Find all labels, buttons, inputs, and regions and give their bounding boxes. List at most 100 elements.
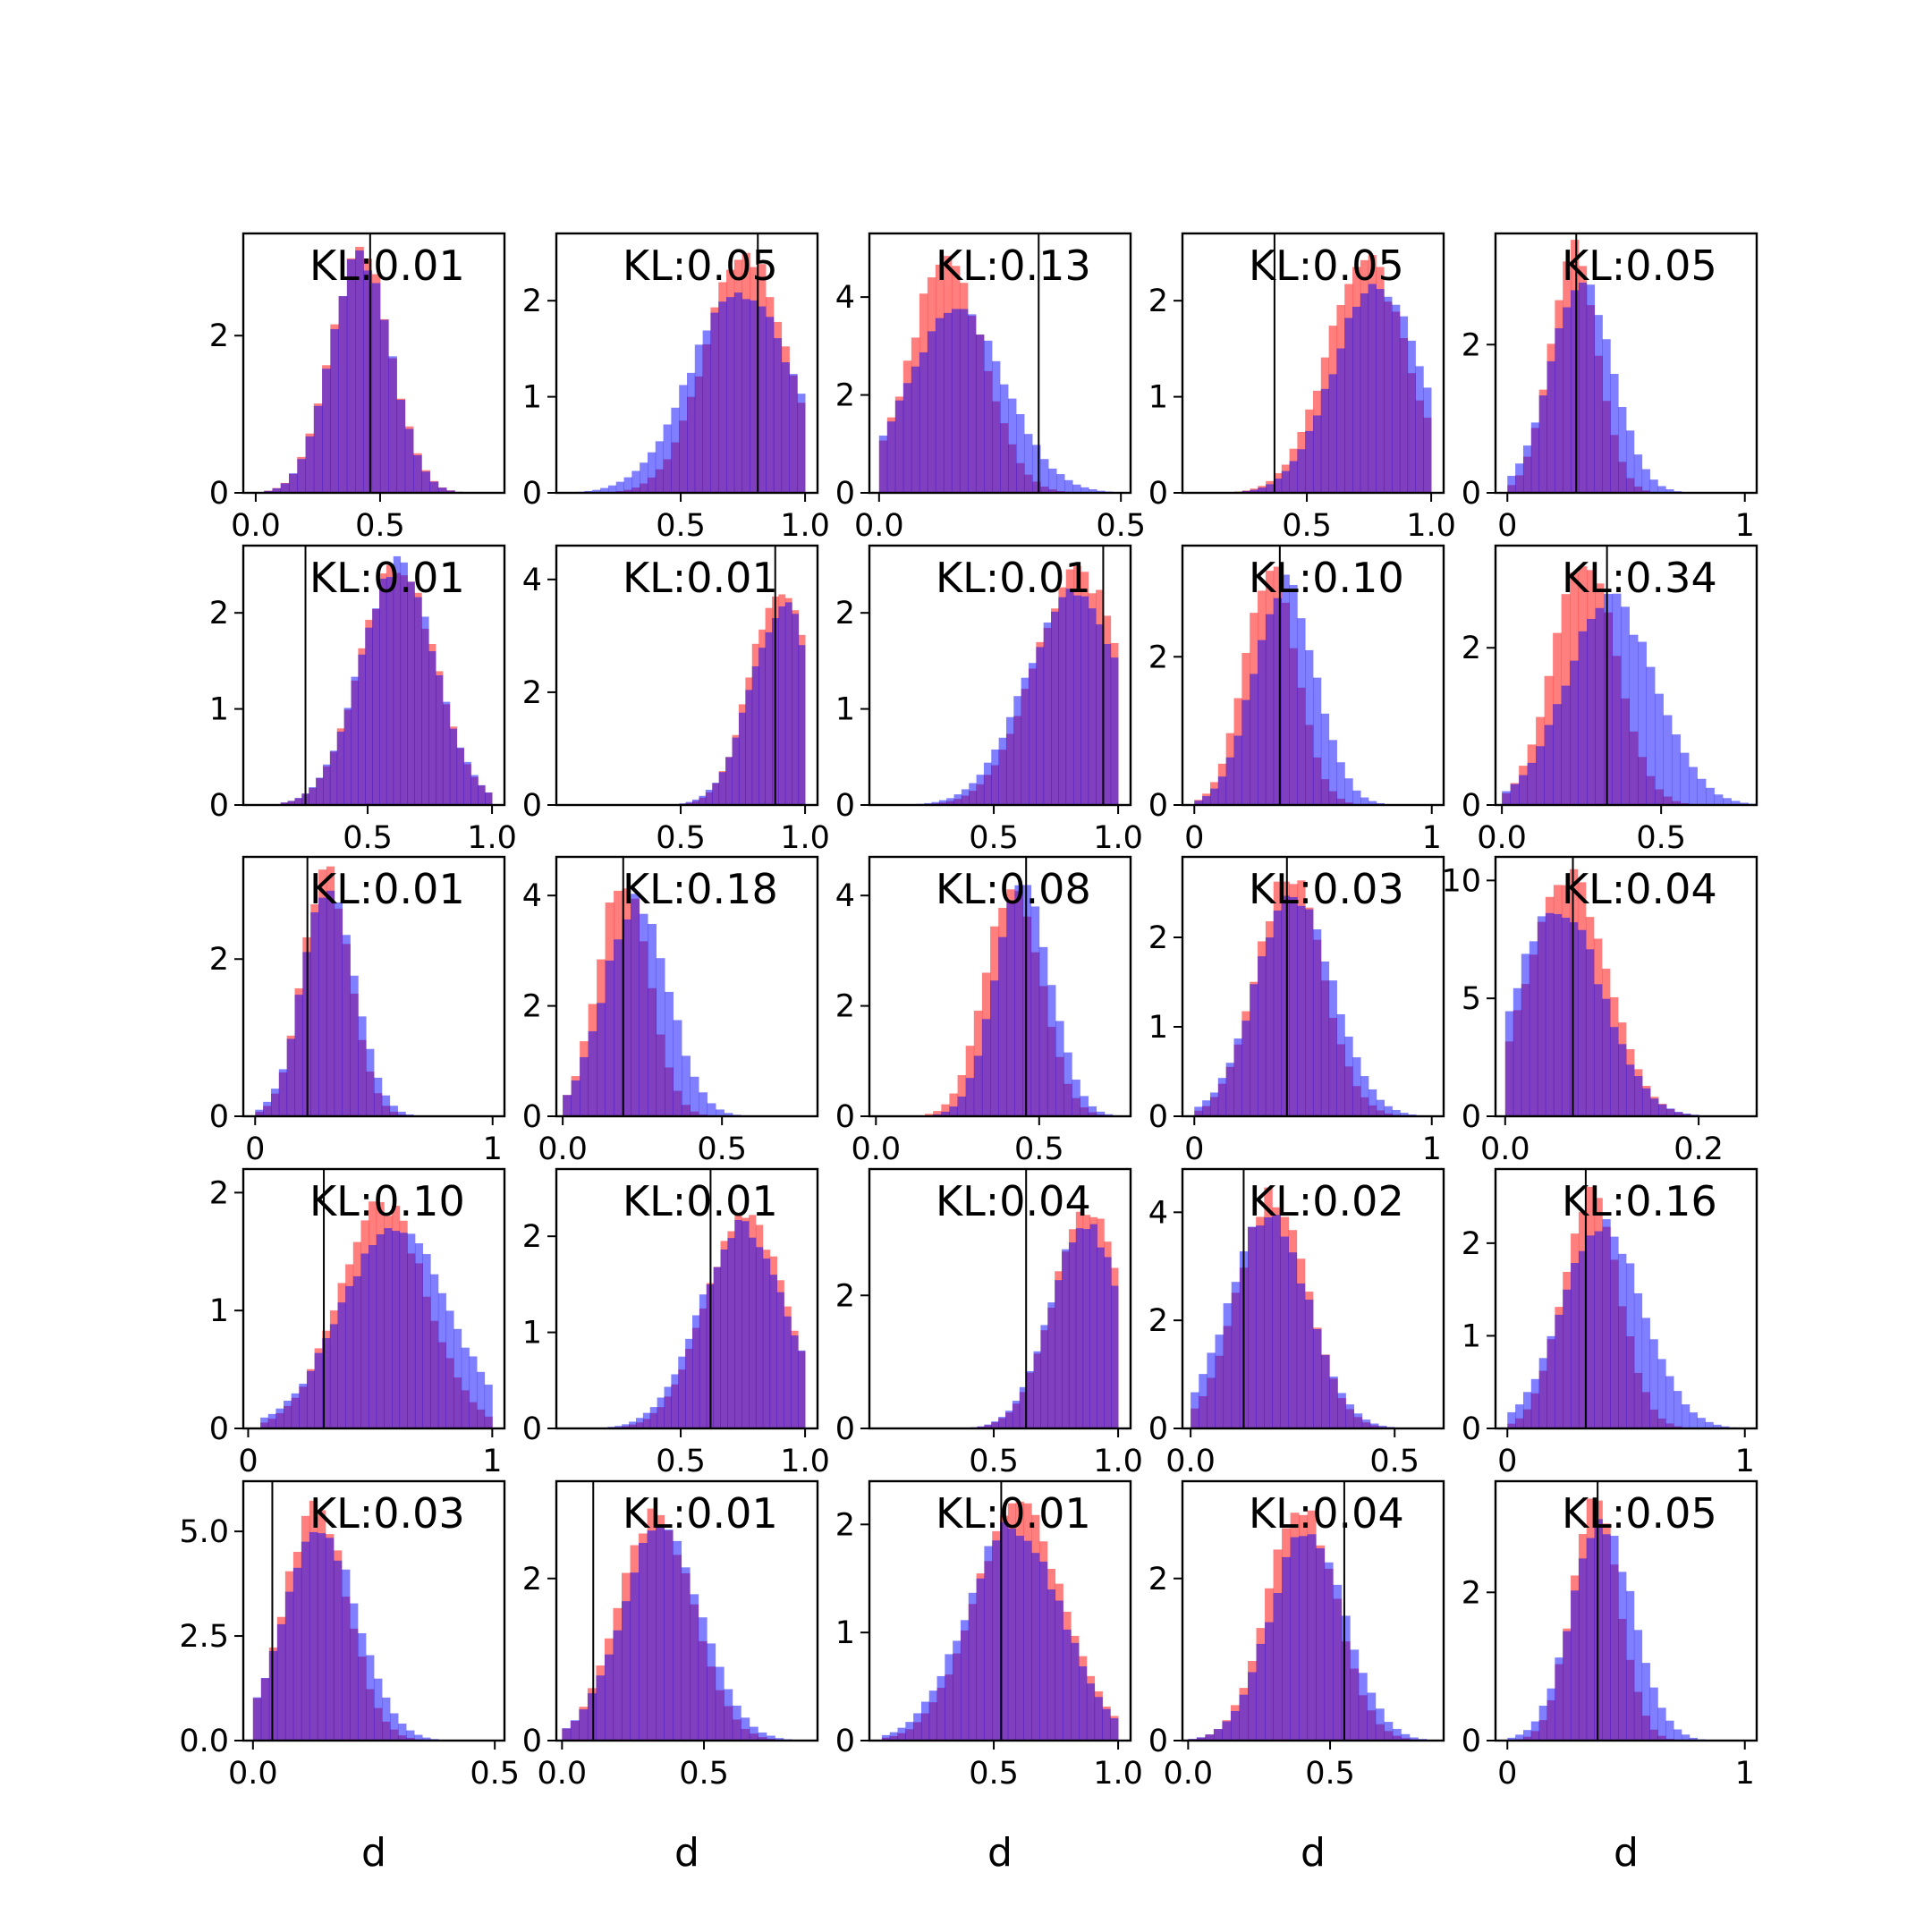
blue-bar [1368,801,1377,805]
blue-bar [343,708,352,805]
blue-bar [358,654,366,805]
blue-bar [973,1055,983,1116]
blue-bar [306,1370,315,1428]
axes-frame-r3c4 [1181,855,1445,1118]
blue-bar [713,1267,721,1428]
blue-bar [1048,468,1057,493]
blue-bar [299,1384,308,1428]
axes-frame-r5c1 [242,1479,506,1742]
x-tick-label: 0.5 [1014,1131,1064,1167]
x-tick-label: 0 [1184,1131,1204,1167]
blue-bar [1626,430,1635,493]
blue-bar [392,1231,401,1428]
blue-bar [738,712,746,805]
blue-bar [1111,1285,1119,1428]
blue-bar [287,801,295,805]
blue-bar [1618,1572,1627,1741]
plot-area-r4c3 [970,1169,1119,1428]
blue-bar [407,581,415,805]
blue-bar [878,435,888,493]
blue-bar [1304,1300,1314,1428]
panel-r2c3: 0.5 1.0 0 1 2 KL:0.01 [835,544,1143,856]
x-tick-label: 1.0 [1406,508,1456,544]
blue-bar [791,1335,799,1428]
blue-bar [369,1245,377,1428]
blue-bar [1345,1404,1355,1428]
panel-r4c3: 0.5 1.0 0 2 KL:0.04 [835,1167,1143,1479]
blue-bar [1368,284,1377,493]
blue-bar [1328,740,1337,805]
blue-bar [485,792,493,805]
red-bar [949,1093,958,1116]
blue-bar [766,317,775,493]
x-tick-label: 0.5 [1369,1444,1419,1479]
y-tick-label: 5.0 [179,1514,229,1550]
blue-bar [699,1294,708,1428]
kl-annotation-r5c1: KL:0.03 [309,1489,465,1538]
blue-bar [1014,885,1023,1116]
panel-r2c2: 0.5 1.0 0 2 4 KL:0.01 [522,544,830,856]
plot-area-r4c4 [1191,1169,1395,1428]
blue-bar [1046,985,1056,1116]
blue-bar [1264,1217,1273,1428]
y-tick-label: 2 [835,989,855,1025]
blue-bar [1289,896,1298,1116]
blue-bar [428,651,436,805]
blue-histogram-r4c3 [970,1224,1119,1428]
axes-frame-r3c3 [868,855,1132,1118]
blue-bar [605,960,614,1116]
blue-bar [775,1738,784,1741]
blue-bar [642,1412,651,1428]
blue-bar [1555,1657,1563,1741]
blue-bar [338,296,348,493]
blue-bar [1586,1538,1596,1741]
blue-bar [1610,374,1619,493]
blue-bar [687,372,696,493]
blue-bar [1019,1386,1028,1428]
blue-bar [1336,1013,1345,1116]
blue-histogram-r5c4 [1188,1534,1428,1741]
x-tick-label: 1 [1735,1756,1755,1792]
y-tick-label: 0 [522,1724,542,1759]
blue-bar [1571,1590,1580,1741]
blue-bar [750,300,758,493]
blue-bar [665,991,674,1116]
blue-bar [1209,1092,1219,1116]
blue-bar [1650,1098,1659,1116]
blue-bar [1072,1080,1080,1116]
blue-bar [1376,289,1385,493]
blue-bar [1256,1643,1266,1741]
blue-bar [1586,1235,1596,1428]
panel-r3c3: 0.0 0.5 0 2 4 KL:0.08 [835,855,1132,1167]
blue-bar [1569,922,1579,1116]
blue-bar [1570,660,1579,805]
blue-bar [1333,1584,1343,1741]
blue-bar [1504,1011,1514,1116]
blue-bar [333,1560,343,1741]
blue-bar [769,1275,777,1428]
blue-bar [1681,1734,1690,1741]
blue-histogram-r2c4 [1194,574,1385,805]
blue-bar [1663,715,1673,805]
blue-bar [960,1620,970,1741]
blue-bar [969,783,977,805]
blue-bar [396,400,406,493]
blue-bar [1352,1057,1361,1116]
blue-bar [422,1737,431,1741]
blue-bar [710,312,719,493]
blue-bar [278,1069,288,1116]
blue-bar [1273,479,1283,493]
blue-bar [1241,699,1250,805]
blue-bar [1065,589,1074,805]
blue-bar [1423,387,1432,493]
blue-bar [622,919,631,1116]
blue-bar [571,1080,580,1116]
blue-bar [1307,1534,1317,1741]
blue-bar [414,1243,423,1428]
blue-bar [639,913,648,1116]
blue-bar [781,362,790,493]
kl-annotation-r1c1: KL:0.01 [309,242,465,290]
blue-bar [1305,909,1314,1116]
blue-bar [1593,984,1603,1116]
blue-bar [1399,316,1409,493]
